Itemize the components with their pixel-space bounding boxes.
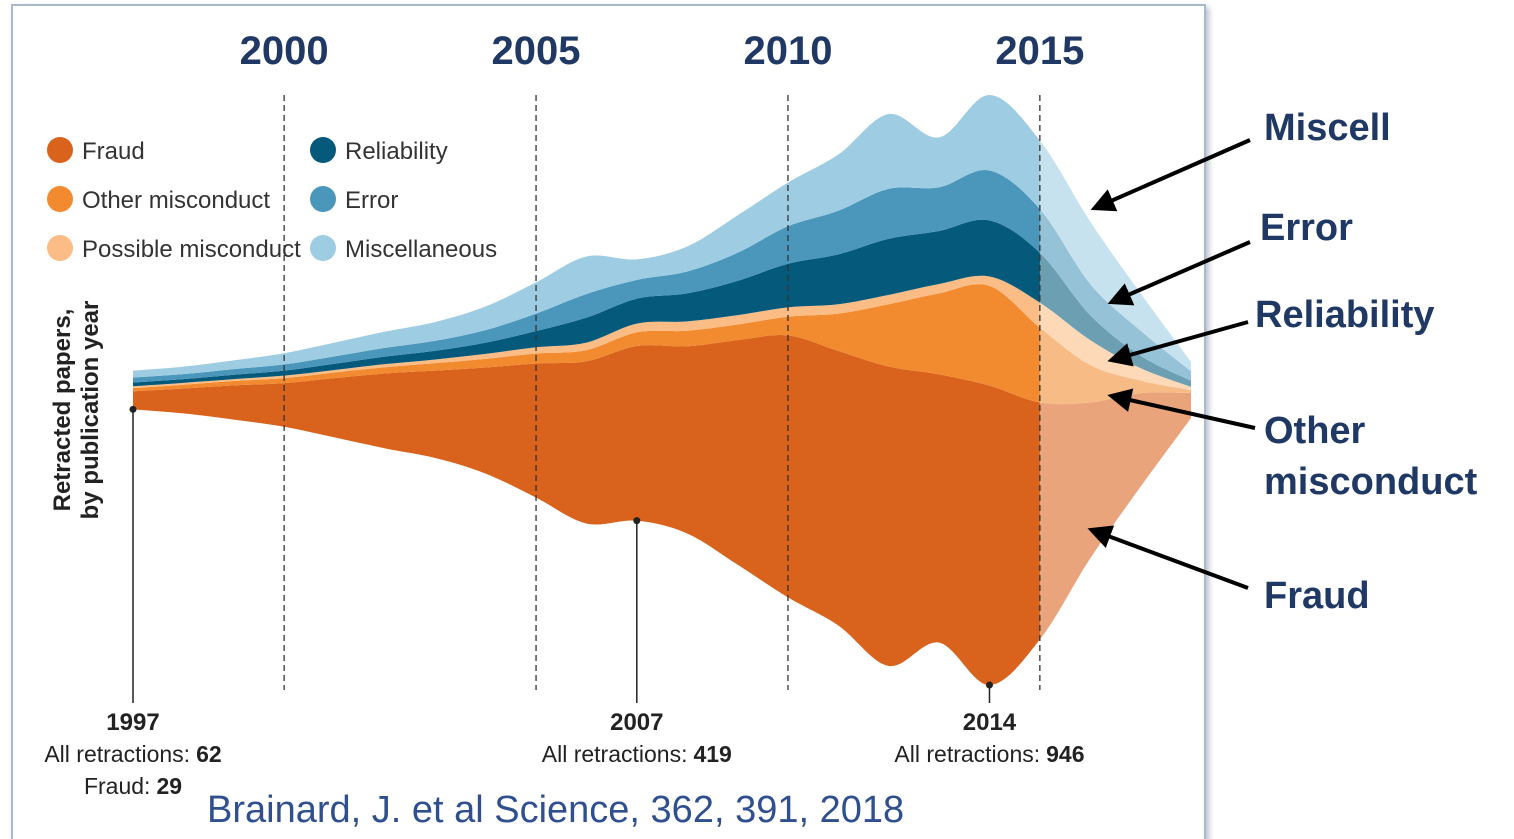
legend-label: Other misconduct: [82, 187, 270, 214]
arrow: [1107, 388, 1256, 430]
x-tick-label: 2015: [995, 29, 1084, 73]
annotation-label: All retractions:: [44, 741, 190, 767]
leader-dot: [633, 517, 641, 525]
arrow: [1090, 138, 1251, 212]
stream-layer: [133, 94, 1191, 378]
y-axis-label: Retracted papers,: [49, 309, 76, 512]
legend-swatch: [47, 186, 73, 212]
stream-layer: [133, 169, 1191, 383]
source: Brainard, J. et al Science, 362, 391, 20…: [207, 789, 904, 831]
annotation-total: All retractions: 419: [542, 741, 732, 767]
annotation-total: All retractions: 62: [44, 741, 221, 767]
plot: Fraud Other misconduct Possible misconduct…: [44, 80, 1195, 799]
annotation-label: All retractions:: [894, 741, 1040, 767]
stream-layer: [133, 219, 1191, 387]
annotation-year: 2014: [963, 709, 1017, 736]
annotation-label: Fraud:: [84, 773, 150, 799]
annotation-year: 2007: [610, 709, 663, 736]
legend-swatch: [310, 186, 336, 212]
stream-layer: [133, 284, 1191, 405]
arrow: [1107, 240, 1251, 306]
callout-label: Fraud: [1264, 575, 1370, 617]
annotation-fraud: Fraud: 29: [84, 773, 182, 799]
x-tick-label: 2010: [743, 29, 832, 73]
callout-label: Reliability: [1255, 294, 1435, 336]
stream-layer: [133, 335, 1191, 686]
annotation-value: 946: [1046, 741, 1084, 767]
legend-swatch: [310, 137, 336, 163]
callout-label: Error: [1260, 207, 1353, 249]
legend-label: Miscellaneous: [345, 236, 497, 263]
annotation-value: 29: [156, 773, 182, 799]
annotation-value: 419: [693, 741, 731, 767]
callout-label: Other: [1264, 410, 1366, 452]
callout-label: Miscell: [1264, 107, 1391, 149]
legend-swatch: [47, 137, 73, 163]
legend-swatch: [47, 235, 73, 261]
arrow: [1087, 525, 1249, 590]
x-tick-label: 2000: [240, 29, 329, 73]
legend-label: Fraud: [82, 138, 145, 165]
x-tick-label: 2005: [492, 29, 581, 73]
legend-swatch: [310, 235, 336, 261]
legend-label: Possible misconduct: [82, 236, 301, 263]
leader-dot: [129, 405, 137, 413]
y-axis-label: by publication year: [77, 301, 104, 520]
legend-label: Reliability: [345, 138, 448, 165]
annotation-label: All retractions:: [542, 741, 688, 767]
annotation-year: 1997: [106, 709, 159, 736]
annotation-total: All retractions: 946: [894, 741, 1084, 767]
arrow: [1107, 320, 1249, 367]
annotation-value: 62: [196, 741, 222, 767]
callout-label: misconduct: [1264, 461, 1478, 503]
leader-dot: [985, 681, 993, 689]
legend-label: Error: [345, 187, 398, 214]
arrows: [1087, 138, 1256, 590]
